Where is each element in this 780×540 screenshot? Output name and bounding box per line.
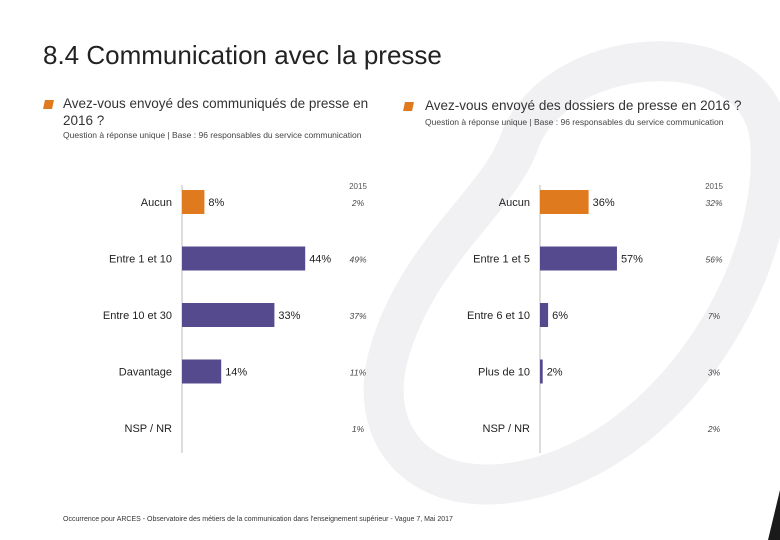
bar (540, 359, 543, 384)
category-label: Entre 6 et 10 (467, 310, 530, 322)
bar (540, 246, 617, 271)
corner-decoration (768, 490, 780, 540)
comparison-value: 49% (349, 255, 366, 265)
bar (182, 359, 222, 384)
bar (182, 246, 306, 271)
chart-dossiers: 2015 Aucun 36% 32% Entre 1 et 5 57% 56% Entre 6… (467, 182, 723, 453)
bar (540, 303, 549, 327)
subtitle-left: Question à réponse unique | Base : 96 re… (63, 130, 362, 140)
comparison-header: 2015 (705, 182, 723, 191)
value-label: 2% (547, 367, 563, 379)
value-label: 33% (278, 310, 300, 322)
category-label: NSP / NR (483, 423, 531, 435)
comparison-value: 11% (350, 368, 367, 378)
bar (540, 190, 589, 214)
value-label: 36% (593, 197, 615, 209)
comparison-value: 56% (705, 255, 722, 265)
subtitle-right: Question à réponse unique | Base : 96 re… (425, 117, 724, 127)
comparison-value: 37% (349, 311, 366, 321)
question-bullet-right (403, 102, 414, 111)
value-label: 44% (309, 254, 331, 266)
chart-communiques: 2015 Aucun 8% 2% Entre 1 et 10 44% 49% Entre 10… (103, 182, 367, 453)
comparison-value: 3% (708, 368, 721, 378)
category-label: Entre 1 et 10 (109, 254, 172, 266)
category-label: Plus de 10 (478, 367, 530, 379)
comparison-value: 32% (705, 198, 722, 208)
category-label: Aucun (499, 197, 530, 209)
value-label: 57% (621, 254, 643, 266)
comparison-value: 2% (351, 198, 365, 208)
bar (182, 190, 205, 214)
value-label: 14% (225, 367, 247, 379)
footer-source: Occurrence pour ARCES - Observatoire des… (63, 516, 453, 523)
comparison-value: 1% (352, 424, 365, 434)
category-label: Entre 1 et 5 (473, 254, 530, 266)
category-label: Entre 10 et 30 (103, 310, 172, 322)
question-left: Avez-vous envoyé des communiqués de pres… (63, 96, 369, 128)
comparison-value: 7% (708, 311, 721, 321)
comparison-header: 2015 (349, 182, 367, 191)
comparison-value: 2% (707, 424, 721, 434)
value-label: 6% (552, 310, 568, 322)
category-label: Aucun (141, 197, 172, 209)
question-right: Avez-vous envoyé des dossiers de presse … (425, 98, 742, 113)
category-label: NSP / NR (125, 423, 173, 435)
bar (182, 303, 275, 327)
value-label: 8% (208, 197, 224, 209)
page-title: 8.4 Communication avec la presse (43, 40, 442, 70)
category-label: Davantage (119, 367, 172, 379)
question-bullet-left (43, 100, 54, 109)
